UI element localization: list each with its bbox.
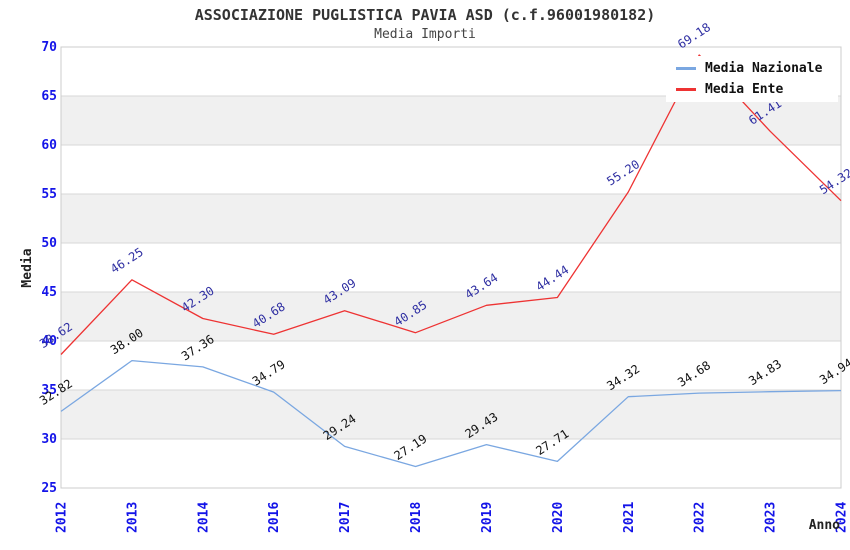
x-axis-title: Anno — [809, 518, 840, 533]
x-axis-tick-label: 2019 — [480, 502, 495, 533]
point-label: 46.25 — [108, 245, 146, 276]
plot-band — [61, 292, 841, 341]
y-axis-tick-label: 50 — [41, 236, 57, 251]
plot-border — [60, 46, 842, 489]
point-label: 55.20 — [604, 157, 642, 188]
y-axis-title: Media — [20, 248, 35, 287]
plot-band — [61, 194, 841, 243]
x-axis-tick-label: 2021 — [622, 502, 637, 533]
plot-band — [61, 96, 841, 145]
chart-subtitle: Media Importi — [374, 27, 476, 42]
x-axis-tick-label: 2013 — [125, 502, 140, 533]
x-axis-tick-label: 2024 — [835, 502, 850, 533]
point-label: 34.79 — [250, 357, 288, 388]
y-axis-tick-label: 35 — [41, 383, 57, 398]
point-label: 34.83 — [746, 357, 784, 388]
y-axis-tick-label: 30 — [41, 432, 57, 447]
point-label: 44.44 — [533, 263, 571, 294]
legend-item-media-nazionale: Media Nazionale — [676, 61, 838, 76]
y-axis-tick-label: 55 — [41, 187, 57, 202]
chart-title: ASSOCIAZIONE PUGLISTICA PAVIA ASD (c.f.9… — [194, 6, 656, 24]
x-axis-tick-label: 2016 — [267, 502, 282, 533]
y-axis-tick-label: 45 — [41, 285, 57, 300]
x-axis-tick-label: 2023 — [764, 502, 779, 533]
x-axis-tick-label: 2017 — [338, 502, 353, 533]
y-axis-tick-label: 25 — [41, 481, 57, 496]
legend-line-media-ente-icon — [676, 87, 696, 91]
point-label: 34.68 — [675, 358, 713, 389]
plot-band — [61, 390, 841, 439]
legend-label-media-ente: Media Ente — [705, 81, 784, 97]
x-axis-tick-label: 2022 — [693, 502, 708, 533]
y-axis-tick-label: 60 — [41, 138, 57, 153]
legend: Media Nazionale Media Ente — [666, 56, 838, 102]
point-label: 34.94 — [817, 356, 850, 387]
x-axis-tick-label: 2012 — [55, 502, 70, 533]
legend-item-media-ente: Media Ente — [676, 82, 838, 97]
legend-line-media-nazionale-icon — [676, 67, 696, 71]
y-axis-tick-label: 40 — [41, 334, 57, 349]
x-axis-tick-label: 2014 — [196, 502, 211, 533]
y-axis-tick-label: 65 — [41, 89, 57, 104]
series-line-media-nazionale — [60, 359, 842, 468]
point-label: 34.32 — [604, 362, 642, 393]
legend-label-media-nazionale: Media Nazionale — [705, 61, 823, 77]
x-axis-tick-label: 2018 — [409, 502, 424, 533]
y-axis-tick-label: 70 — [41, 40, 57, 55]
x-axis-tick-label: 2020 — [551, 502, 566, 533]
